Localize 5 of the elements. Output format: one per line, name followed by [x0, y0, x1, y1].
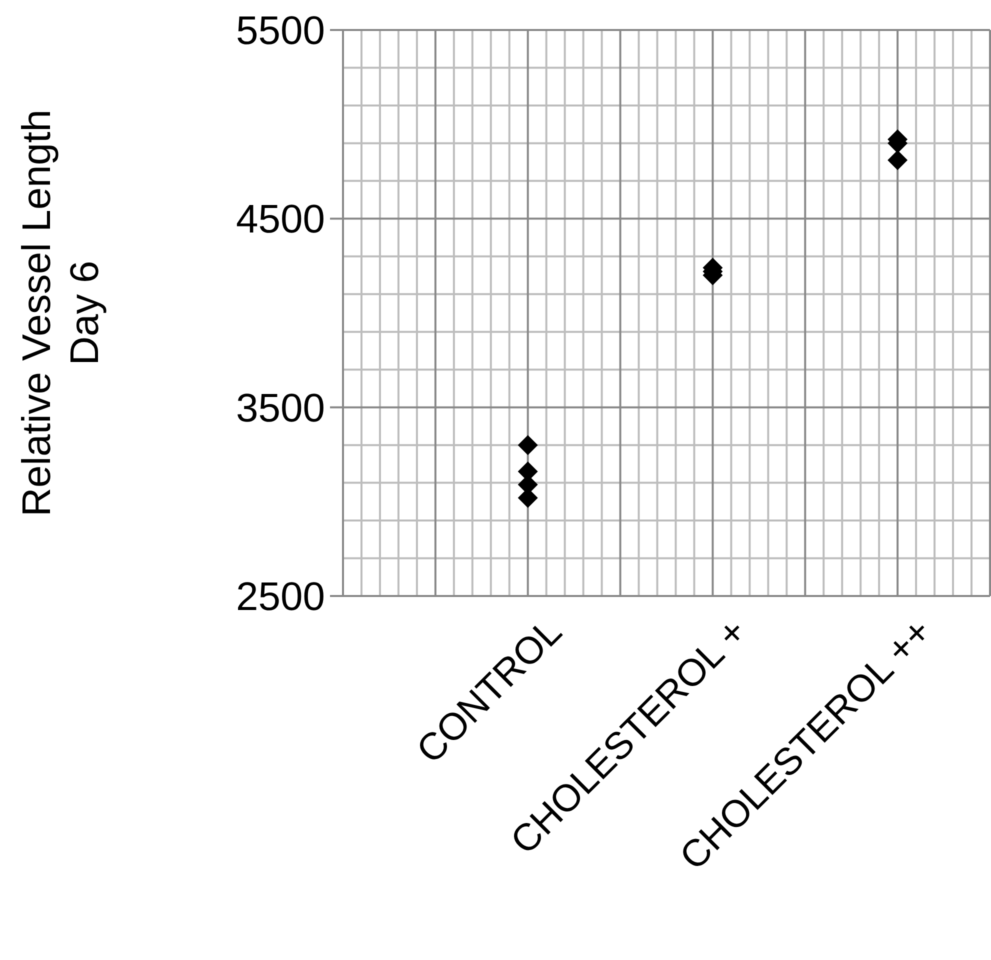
y-tick-label: 5500 [236, 9, 325, 53]
y-tick-label: 2500 [236, 575, 325, 619]
y-tick-label: 4500 [236, 198, 325, 242]
y-tick-label: 3500 [236, 386, 325, 430]
y-axis-title: Relative Vessel Length Day 6 [15, 110, 107, 516]
